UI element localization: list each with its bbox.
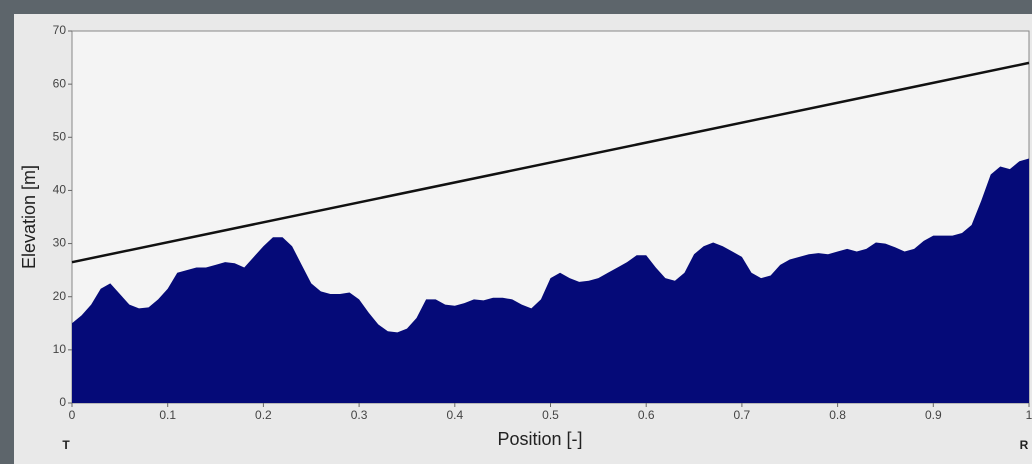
y-tick-label: 40 [53, 183, 67, 197]
y-tick-label: 70 [53, 23, 67, 37]
y-tick-label: 10 [53, 342, 67, 356]
x-axis-title: Position [-] [497, 429, 582, 449]
x-tick-label: 0.5 [542, 408, 559, 422]
y-tick-label: 20 [53, 289, 67, 303]
y-tick-label: 30 [53, 236, 67, 250]
x-tick-label: 1 [1026, 408, 1032, 422]
x-tick-label: 0.9 [925, 408, 942, 422]
x-tick-label: 0.4 [446, 408, 463, 422]
y-tick-label: 60 [53, 76, 67, 90]
y-tick-label: 50 [53, 129, 67, 143]
y-axis-title: Elevation [m] [19, 165, 39, 269]
annotation: R [1020, 438, 1029, 452]
x-tick-label: 0.3 [351, 408, 368, 422]
x-tick-label: 0.6 [638, 408, 655, 422]
y-tick-label: 0 [59, 395, 66, 409]
x-tick-label: 0.7 [734, 408, 751, 422]
x-tick-label: 0.2 [255, 408, 272, 422]
page: Position [-] Elevation [m] T R 010203040… [0, 0, 1032, 464]
annotation: T [62, 438, 70, 452]
x-tick-label: 0.8 [829, 408, 846, 422]
x-tick-label: 0 [69, 408, 76, 422]
x-tick-label: 0.1 [159, 408, 176, 422]
chart: Position [-] Elevation [m] T R 010203040… [0, 0, 1032, 464]
